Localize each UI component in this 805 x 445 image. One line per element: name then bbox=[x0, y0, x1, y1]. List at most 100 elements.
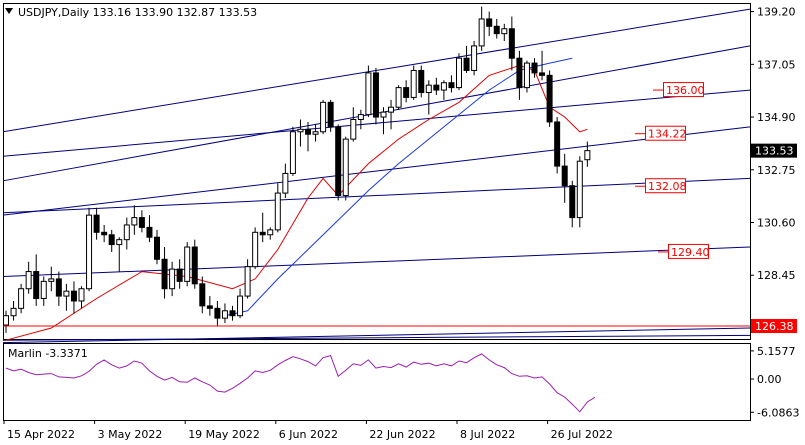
candle-body bbox=[561, 165, 568, 187]
candle-body bbox=[501, 28, 508, 35]
candle-body bbox=[282, 172, 289, 194]
level-label: 134.22 bbox=[648, 128, 687, 141]
candle-body bbox=[123, 224, 130, 241]
marlin-indicator-panel: 5.1577 0.00 -6.0863 bbox=[5, 345, 799, 419]
candle-body bbox=[191, 246, 198, 285]
price-axis: 139.20 137.05 134.90 132.75 130.60 128.45 bbox=[750, 6, 796, 282]
price-tick-label: 130.60 bbox=[757, 217, 796, 230]
level-box bbox=[668, 243, 709, 259]
ema-fast-line bbox=[5, 64, 588, 341]
channel-line-7 bbox=[2, 334, 751, 341]
candle-body bbox=[93, 214, 100, 233]
indicator-tick-label: -6.0863 bbox=[757, 406, 799, 419]
channel-line-4 bbox=[2, 177, 751, 214]
candle-body bbox=[516, 57, 523, 89]
indicator-label: Marlin -3.3371 bbox=[8, 347, 88, 360]
candle-body bbox=[335, 126, 342, 197]
candle-body bbox=[327, 101, 334, 128]
indicator-plot-frame bbox=[3, 343, 751, 421]
candle-body bbox=[252, 231, 259, 268]
candle-body bbox=[523, 62, 530, 89]
level-box bbox=[663, 82, 704, 98]
candle-body bbox=[63, 290, 70, 297]
price-tick-label: 128.45 bbox=[757, 269, 796, 282]
candle-body bbox=[289, 131, 296, 174]
candle-body bbox=[86, 214, 93, 290]
candle-body bbox=[320, 101, 327, 133]
main-plot-frame bbox=[3, 3, 751, 340]
candle-body bbox=[108, 234, 115, 246]
candle-body bbox=[40, 280, 47, 300]
candle-body bbox=[55, 278, 62, 297]
candle-body bbox=[297, 128, 304, 133]
candle-body bbox=[146, 226, 153, 238]
candle-body bbox=[221, 310, 228, 319]
price-tick-label: 134.90 bbox=[757, 111, 796, 124]
candle-body bbox=[471, 45, 478, 71]
candle-body bbox=[433, 84, 440, 91]
channel-line-6 bbox=[2, 327, 751, 344]
candle-body bbox=[3, 315, 9, 326]
time-tick-label: 3 May 2022 bbox=[98, 428, 163, 441]
indicator-tick-label: 0.00 bbox=[757, 373, 782, 386]
time-tick-label: 26 Jul 2022 bbox=[551, 428, 613, 441]
candle-body bbox=[161, 258, 168, 290]
candle-body bbox=[305, 128, 311, 135]
candle-body bbox=[70, 290, 77, 302]
candle-body bbox=[33, 271, 40, 300]
candle-body bbox=[380, 111, 387, 118]
candle-body bbox=[531, 62, 538, 74]
candle-body bbox=[403, 87, 410, 98]
current-price-label: 133.53 bbox=[755, 145, 794, 158]
candle-body bbox=[350, 118, 357, 140]
trend-channel-lines bbox=[2, 8, 751, 344]
candle-body bbox=[214, 307, 221, 319]
price-label-126-38: 126.38 bbox=[755, 320, 794, 333]
candle-body bbox=[357, 114, 364, 120]
channel-line-0 bbox=[2, 8, 751, 133]
candle-body bbox=[448, 82, 455, 89]
candle-body bbox=[410, 69, 417, 98]
candle-body bbox=[206, 305, 213, 309]
candle-body bbox=[569, 185, 576, 219]
candle-body bbox=[259, 231, 266, 236]
candle-body bbox=[138, 217, 145, 228]
level-label: 132.08 bbox=[648, 180, 687, 193]
candle-body bbox=[267, 229, 274, 236]
price-tick-label: 137.05 bbox=[757, 58, 796, 71]
channel-line-5 bbox=[2, 246, 751, 277]
candle-body bbox=[388, 106, 395, 113]
price-box-126-38 bbox=[751, 319, 797, 334]
candle-body bbox=[116, 239, 123, 246]
candle-body bbox=[184, 246, 191, 282]
current-price-box bbox=[751, 143, 797, 158]
time-tick-label: 19 May 2022 bbox=[188, 428, 260, 441]
candle-body bbox=[478, 18, 485, 47]
candle-body bbox=[365, 72, 372, 116]
price-levels: 136.00 134.22 132.08 129.40 126.38 133.53 bbox=[3, 82, 797, 334]
candle-body bbox=[101, 231, 108, 236]
candle-body bbox=[274, 192, 281, 231]
time-tick-label: 22 Jun 2022 bbox=[369, 428, 435, 441]
symbol-header: USDJPY,Daily 133.16 133.90 132.87 133.53 bbox=[18, 6, 257, 19]
candle-body bbox=[131, 217, 138, 226]
candle-body bbox=[539, 72, 546, 76]
candle-body bbox=[18, 288, 25, 309]
price-tick-label: 132.75 bbox=[757, 164, 796, 177]
channel-line-2 bbox=[2, 89, 751, 157]
time-axis: 15 Apr 2022 3 May 2022 19 May 2022 6 Jun 20… bbox=[3, 420, 613, 441]
candle-body bbox=[440, 82, 447, 91]
candle-body bbox=[546, 74, 553, 123]
candle-body bbox=[48, 278, 55, 282]
candle-body bbox=[176, 268, 183, 282]
candle-body bbox=[425, 84, 432, 94]
level-label: 136.00 bbox=[666, 84, 705, 97]
candle-body bbox=[493, 25, 500, 35]
candle-body bbox=[237, 295, 244, 317]
candle-body bbox=[199, 283, 206, 307]
candle-body bbox=[554, 121, 561, 167]
collapse-triangle-icon[interactable] bbox=[5, 8, 13, 14]
time-tick-label: 6 Jun 2022 bbox=[279, 428, 338, 441]
